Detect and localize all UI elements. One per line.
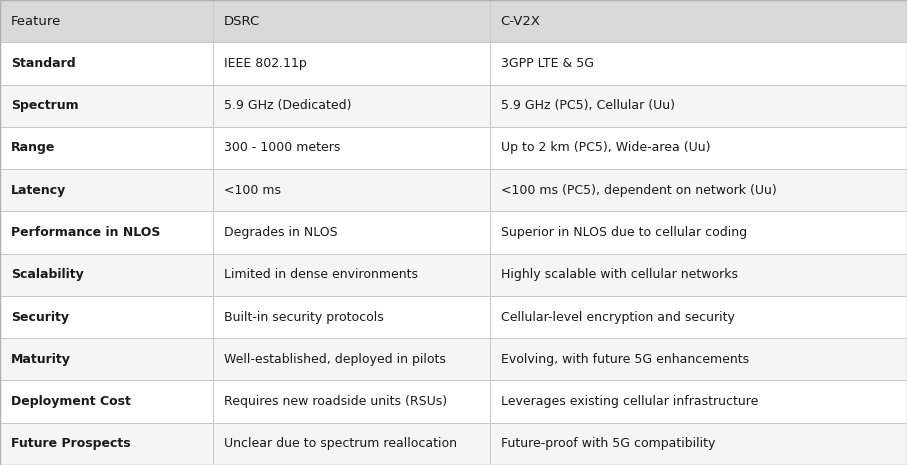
Bar [490,127,907,169]
Bar [213,85,490,127]
Text: Spectrum: Spectrum [11,99,79,112]
Bar [213,253,490,296]
Text: Limited in dense environments: Limited in dense environments [224,268,418,281]
Text: Cellular-level encryption and security: Cellular-level encryption and security [501,311,735,324]
Bar [213,423,490,465]
Text: Unclear due to spectrum reallocation: Unclear due to spectrum reallocation [224,438,457,451]
Bar [490,212,907,253]
Text: Up to 2 km (PC5), Wide-area (Uu): Up to 2 km (PC5), Wide-area (Uu) [501,141,710,154]
Bar [0,127,213,169]
Text: Requires new roadside units (RSUs): Requires new roadside units (RSUs) [224,395,447,408]
Bar [490,253,907,296]
Text: Deployment Cost: Deployment Cost [11,395,131,408]
Text: <100 ms (PC5), dependent on network (Uu): <100 ms (PC5), dependent on network (Uu) [501,184,776,197]
Text: C-V2X: C-V2X [501,14,541,27]
Bar [490,338,907,380]
Bar [490,380,907,423]
Bar [213,338,490,380]
Bar [213,296,490,338]
Bar [0,85,213,127]
Bar [0,380,213,423]
Text: Degrades in NLOS: Degrades in NLOS [224,226,337,239]
Bar [490,85,907,127]
Bar [490,296,907,338]
Bar [213,169,490,212]
Text: 300 - 1000 meters: 300 - 1000 meters [224,141,340,154]
Bar [213,0,490,42]
Bar [213,212,490,253]
Text: Standard: Standard [11,57,75,70]
Text: Leverages existing cellular infrastructure: Leverages existing cellular infrastructu… [501,395,758,408]
Text: Feature: Feature [11,14,62,27]
Text: Future-proof with 5G compatibility: Future-proof with 5G compatibility [501,438,715,451]
Bar [213,127,490,169]
Bar [213,42,490,85]
Bar [0,169,213,212]
Text: 5.9 GHz (Dedicated): 5.9 GHz (Dedicated) [224,99,352,112]
Text: Evolving, with future 5G enhancements: Evolving, with future 5G enhancements [501,353,749,366]
Text: Security: Security [11,311,69,324]
Text: Highly scalable with cellular networks: Highly scalable with cellular networks [501,268,737,281]
Bar [0,42,213,85]
Text: Performance in NLOS: Performance in NLOS [11,226,161,239]
Bar [490,423,907,465]
Text: 3GPP LTE & 5G: 3GPP LTE & 5G [501,57,594,70]
Bar [0,0,213,42]
Text: 5.9 GHz (PC5), Cellular (Uu): 5.9 GHz (PC5), Cellular (Uu) [501,99,675,112]
Text: DSRC: DSRC [224,14,260,27]
Bar [490,42,907,85]
Bar [0,296,213,338]
Text: Maturity: Maturity [11,353,71,366]
Bar [0,338,213,380]
Bar [0,423,213,465]
Text: IEEE 802.11p: IEEE 802.11p [224,57,307,70]
Text: Well-established, deployed in pilots: Well-established, deployed in pilots [224,353,446,366]
Text: Latency: Latency [11,184,66,197]
Bar [0,253,213,296]
Text: <100 ms: <100 ms [224,184,281,197]
Text: Range: Range [11,141,55,154]
Text: Future Prospects: Future Prospects [11,438,131,451]
Text: Scalability: Scalability [11,268,83,281]
Text: Built-in security protocols: Built-in security protocols [224,311,384,324]
Bar [213,380,490,423]
Bar [490,0,907,42]
Text: Superior in NLOS due to cellular coding: Superior in NLOS due to cellular coding [501,226,746,239]
Bar [490,169,907,212]
Bar [0,212,213,253]
